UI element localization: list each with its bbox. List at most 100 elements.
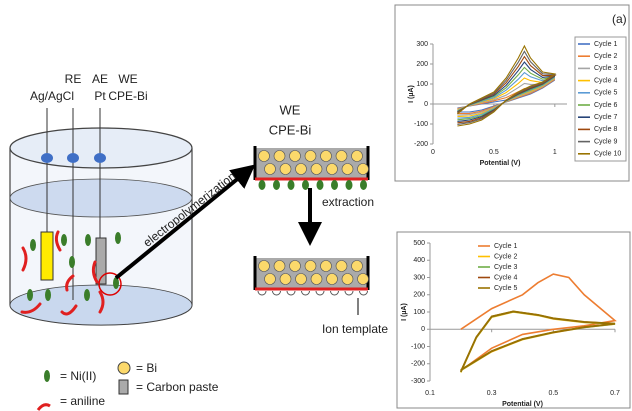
legend-label: Cycle 2 bbox=[494, 253, 517, 260]
ni-ion bbox=[287, 180, 295, 190]
bi-particle bbox=[304, 150, 317, 162]
beaker bbox=[9, 127, 193, 326]
bi-particle bbox=[273, 150, 286, 162]
x-tick-label: 0 bbox=[431, 149, 435, 156]
x-tick-label: 0.1 bbox=[425, 390, 435, 397]
bi-particle bbox=[351, 260, 363, 272]
electrode-sub: CPE-Bi bbox=[269, 122, 312, 137]
legend-label: Cycle 7 bbox=[594, 114, 617, 121]
x-tick-label: 0.5 bbox=[489, 149, 499, 156]
bi-particle bbox=[289, 150, 301, 162]
ni-ion bbox=[331, 180, 338, 190]
ae-sub: Pt bbox=[94, 89, 106, 103]
charts: -200 -100 0 100 200 300 0 0.5 1 Potential (V) I (µ… bbox=[401, 12, 627, 408]
y-tick-label: -100 bbox=[414, 121, 428, 128]
y-tick-label: 100 bbox=[413, 309, 425, 316]
arrow bbox=[114, 164, 256, 280]
bi-particle bbox=[289, 260, 301, 272]
ni-icon bbox=[44, 370, 50, 382]
cavity bbox=[315, 290, 325, 296]
legend-label: Cycle 1 bbox=[494, 243, 517, 250]
paste-icon bbox=[118, 379, 129, 395]
bi-particle bbox=[335, 260, 348, 272]
y-tick-label: 0 bbox=[424, 101, 428, 108]
bi-particle bbox=[279, 163, 292, 175]
we-sub: CPE-Bi bbox=[108, 89, 147, 103]
y-tick-label: 0 bbox=[421, 326, 425, 333]
bi-particle bbox=[295, 163, 307, 175]
cavity bbox=[344, 290, 354, 296]
bi-icon bbox=[117, 361, 131, 375]
re-label: RE bbox=[65, 72, 82, 86]
legend-label: Cycle 1 bbox=[594, 41, 617, 48]
y-tick-label: -300 bbox=[411, 378, 425, 385]
legend-label: Cycle 3 bbox=[494, 264, 517, 271]
series-line bbox=[457, 61, 556, 122]
bi-particle bbox=[341, 163, 354, 175]
bi-particle bbox=[326, 273, 338, 285]
x-tick-label: 0.5 bbox=[548, 390, 558, 397]
annotation: (a) bbox=[612, 12, 627, 26]
x-axis-title: Potential (V) bbox=[480, 160, 521, 167]
ni-ion bbox=[273, 180, 280, 190]
bi-particle bbox=[310, 273, 323, 285]
x-tick-label: 0.7 bbox=[610, 390, 620, 397]
cavity bbox=[272, 290, 281, 296]
bi-particle bbox=[264, 163, 276, 175]
y-tick-label: 500 bbox=[413, 240, 425, 247]
legend-label: Cycle 10 bbox=[594, 151, 621, 158]
ni-ion bbox=[302, 180, 309, 190]
bi-particle bbox=[258, 150, 270, 162]
bi-particle bbox=[357, 273, 369, 285]
electrode-title: WE bbox=[280, 102, 301, 117]
cavity bbox=[330, 290, 339, 296]
cavity bbox=[257, 290, 267, 296]
y-tick-label: 400 bbox=[413, 257, 425, 264]
legend-label: Cycle 5 bbox=[494, 285, 517, 292]
series-line bbox=[460, 310, 616, 372]
we-label: WE bbox=[118, 72, 137, 86]
legend-ni: = Ni(II) bbox=[60, 369, 96, 383]
y-tick-label: -200 bbox=[414, 141, 428, 148]
bi-particle bbox=[341, 273, 354, 285]
y-tick-label: -100 bbox=[411, 343, 425, 350]
legend-label: Cycle 3 bbox=[594, 65, 617, 72]
bi-particle bbox=[326, 163, 338, 175]
electrode-bottom bbox=[253, 256, 370, 296]
electrode-top bbox=[253, 146, 370, 190]
cavity bbox=[359, 290, 368, 296]
legend-bi: = Bi bbox=[136, 361, 157, 375]
y-axis-title: I (µA) bbox=[408, 85, 415, 103]
x-tick-label: 0.3 bbox=[487, 390, 497, 397]
legend-label: Cycle 6 bbox=[594, 102, 617, 109]
series-line bbox=[457, 50, 557, 125]
legend-label: Cycle 9 bbox=[594, 138, 617, 145]
legend-label: Cycle 2 bbox=[594, 53, 617, 60]
bi-particle bbox=[320, 150, 332, 162]
y-tick-label: 300 bbox=[413, 274, 425, 281]
series-line bbox=[460, 273, 617, 372]
legend-paste: = Carbon paste bbox=[136, 380, 219, 394]
ni-ion bbox=[258, 180, 266, 190]
ion-template-label: Ion template bbox=[322, 322, 388, 336]
chart-frame bbox=[396, 231, 631, 409]
ae-label: AE bbox=[92, 72, 108, 86]
bi-particle bbox=[258, 260, 270, 272]
y-tick-label: 200 bbox=[413, 292, 425, 299]
legend-label: Cycle 8 bbox=[594, 126, 617, 133]
legend-label: Cycle 5 bbox=[594, 90, 617, 97]
legend-label: Cycle 4 bbox=[494, 274, 517, 281]
series-line bbox=[457, 44, 557, 127]
legend-label: Cycle 4 bbox=[594, 77, 617, 84]
bi-particle bbox=[295, 273, 307, 285]
ni-ion bbox=[360, 180, 367, 190]
x-tick-label: 1 bbox=[553, 149, 557, 156]
ni-ion bbox=[316, 180, 324, 190]
bi-particle bbox=[273, 260, 286, 272]
cavity bbox=[286, 290, 296, 296]
cavity bbox=[301, 290, 310, 296]
electrodes bbox=[40, 108, 122, 300]
series-line bbox=[457, 55, 557, 124]
bi-particle bbox=[310, 163, 323, 175]
